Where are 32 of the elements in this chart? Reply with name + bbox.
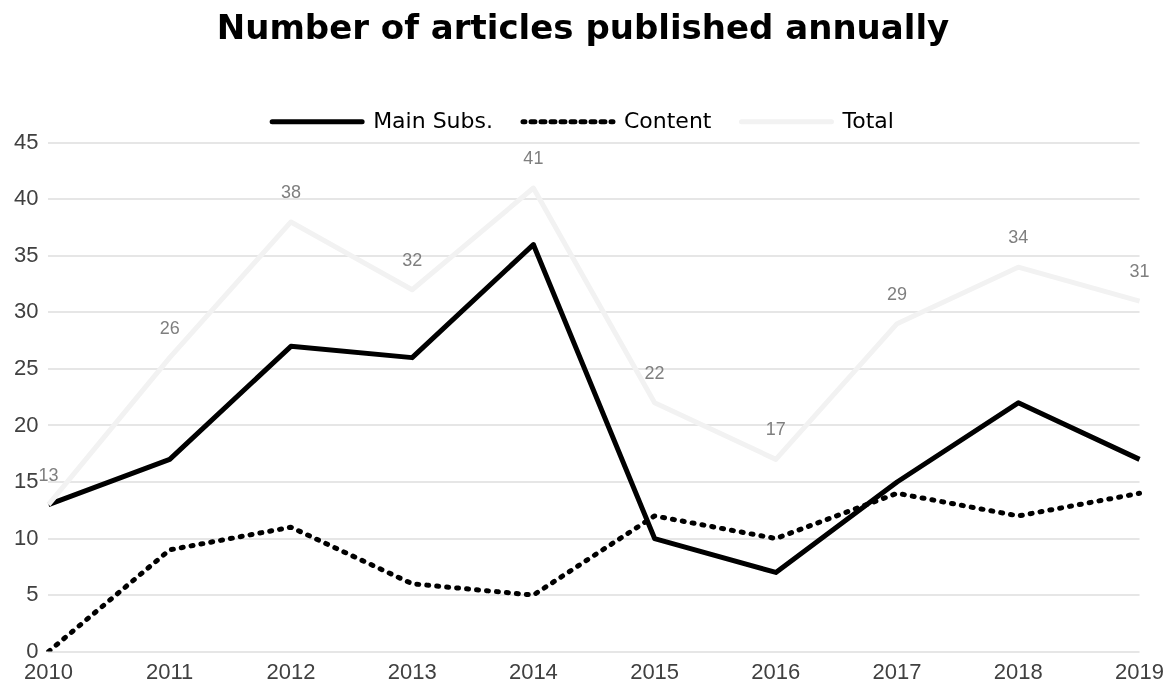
y-tick-label: 45	[13, 128, 39, 154]
data-label: 17	[765, 419, 786, 440]
data-label: 31	[1129, 261, 1150, 282]
x-tick-label: 2015	[630, 658, 680, 684]
x-tick-label: 2019	[1115, 658, 1165, 684]
data-label: 13	[38, 464, 59, 485]
x-tick-label: 2018	[993, 658, 1043, 684]
x-tick-label: 2013	[387, 658, 437, 684]
data-label: 41	[523, 148, 544, 168]
data-label: 26	[159, 317, 180, 338]
y-tick-label: 30	[13, 298, 39, 324]
y-tick-label: 15	[13, 468, 39, 494]
y-tick-label: 10	[13, 524, 39, 550]
x-tick-label: 2011	[146, 658, 194, 684]
y-tick-label: 20	[13, 411, 39, 437]
x-tick-label: 2016	[751, 658, 801, 684]
chart-title: Number of articles published annually	[216, 7, 950, 48]
x-tick-label: 2014	[508, 658, 558, 684]
x-tick-label: 2012	[266, 658, 316, 684]
data-label: 38	[280, 181, 301, 202]
legend-label: Total	[841, 107, 894, 133]
legend-label: Content	[623, 107, 712, 133]
y-tick-label: 35	[13, 241, 39, 267]
data-label: 34	[1008, 227, 1029, 248]
legend-label: Main Subs.	[373, 107, 493, 133]
data-label: 22	[644, 362, 665, 383]
x-tick-label: 2017	[872, 658, 922, 684]
y-tick-label: 40	[13, 185, 39, 211]
data-label: 32	[402, 249, 423, 270]
data-label: 29	[887, 283, 908, 304]
y-tick-label: 25	[13, 355, 39, 380]
y-tick-label: 5	[26, 581, 39, 607]
